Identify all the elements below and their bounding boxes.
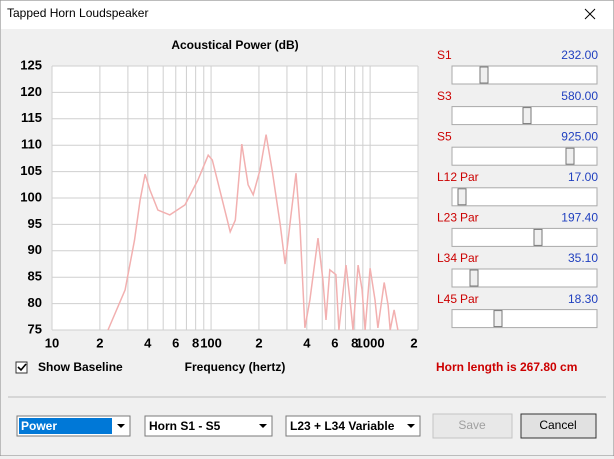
slider-thumb[interactable] (493, 310, 503, 328)
x-tick-label: 100 (200, 335, 222, 350)
slider-track[interactable] (451, 227, 598, 247)
y-tick-label: 85 (28, 269, 42, 284)
slider-value: 35.10 (568, 251, 598, 265)
slider-value: 925.00 (561, 129, 598, 143)
slider-label: L34 (437, 251, 457, 265)
slider-label-suffix: Par (460, 170, 479, 184)
chart-title: Acoustical Power (dB) (171, 38, 298, 52)
slider-value: 197.40 (561, 211, 598, 225)
slider-label-suffix: Par (460, 211, 479, 225)
x-axis-label: Frequency (hertz) (185, 360, 286, 374)
checkbox-label[interactable]: Show Baseline (38, 360, 123, 374)
x-tick-label: 2 (410, 335, 417, 350)
slider-thumb[interactable] (522, 107, 532, 125)
slider-label: S5 (437, 129, 452, 143)
slider-thumb[interactable] (533, 228, 543, 246)
slider-thumb[interactable] (469, 269, 479, 287)
y-tick-label: 80 (28, 295, 42, 310)
slider-label: L45 (437, 292, 457, 306)
slider-value: 18.30 (568, 292, 598, 306)
x-tick-label: 4 (303, 335, 311, 350)
close-button[interactable] (584, 8, 596, 20)
slider-track[interactable] (451, 146, 598, 166)
x-tick-label: 8 (351, 335, 358, 350)
x-tick-label: 6 (172, 335, 179, 350)
slider-track[interactable] (451, 187, 598, 207)
y-tick-label: 75 (28, 321, 42, 336)
slider-label-suffix: Par (460, 292, 479, 306)
title-bar (1, 1, 613, 29)
slider-value: 17.00 (568, 170, 598, 184)
dropdown[interactable] (144, 415, 273, 437)
checkbox[interactable] (15, 361, 28, 374)
y-tick-label: 120 (20, 84, 42, 99)
slider-thumb[interactable] (479, 66, 489, 84)
cancel-button[interactable] (520, 413, 597, 439)
slider-label: S1 (437, 48, 452, 62)
x-tick-label: 4 (144, 335, 152, 350)
x-tick-label: 6 (331, 335, 338, 350)
dropdown-arrow (407, 424, 415, 428)
y-tick-label: 90 (28, 242, 42, 257)
x-tick-label: 10 (45, 335, 59, 350)
dropdown-arrow (259, 424, 267, 428)
y-tick-label: 95 (28, 216, 42, 231)
x-tick-label: 8 (192, 335, 199, 350)
slider-value: 232.00 (561, 48, 598, 62)
slider-track[interactable] (451, 65, 598, 85)
y-tick-label: 100 (20, 189, 42, 204)
dropdown-text[interactable]: Power (21, 419, 57, 433)
check-mark (17, 363, 27, 372)
slider-thumb[interactable] (565, 147, 575, 165)
x-tick-label: 1000 (356, 335, 385, 350)
y-tick-label: 125 (20, 57, 42, 72)
x-tick-label: 2 (96, 335, 103, 350)
dropdown-arrow (117, 424, 125, 428)
dropdown-text[interactable]: L23 + L34 Variable (290, 419, 395, 433)
slider-label: S3 (437, 89, 452, 103)
dropdowns: Power Horn S1 - S5 L23 + L34 Variable (16, 415, 421, 437)
slider-value: 580.00 (561, 89, 598, 103)
y-tick-label: 105 (20, 163, 42, 178)
slider-track[interactable] (451, 309, 598, 329)
slider-label-suffix: Par (460, 251, 479, 265)
x-tick-label: 2 (255, 335, 262, 350)
slider-track[interactable] (451, 268, 598, 288)
window-title: Tapped Horn Loudspeaker (7, 6, 148, 20)
save-button-label[interactable]: Save (458, 418, 486, 432)
slider-label: L12 (437, 170, 457, 184)
cancel-button-label[interactable]: Cancel (539, 418, 576, 432)
y-tick-label: 115 (21, 110, 42, 125)
line-series (107, 134, 399, 331)
dropdown[interactable] (285, 415, 421, 437)
dropdown-text[interactable]: Horn S1 - S5 (149, 419, 221, 433)
checkbox-box[interactable] (15, 361, 28, 374)
save-button[interactable] (432, 413, 513, 439)
y-tick-label: 110 (21, 137, 42, 152)
dropdown-selection (19, 418, 112, 434)
slider-thumb[interactable] (457, 188, 467, 206)
slider-label: L23 (437, 211, 457, 225)
horn-length: Horn length is 267.80 cm (436, 360, 577, 374)
